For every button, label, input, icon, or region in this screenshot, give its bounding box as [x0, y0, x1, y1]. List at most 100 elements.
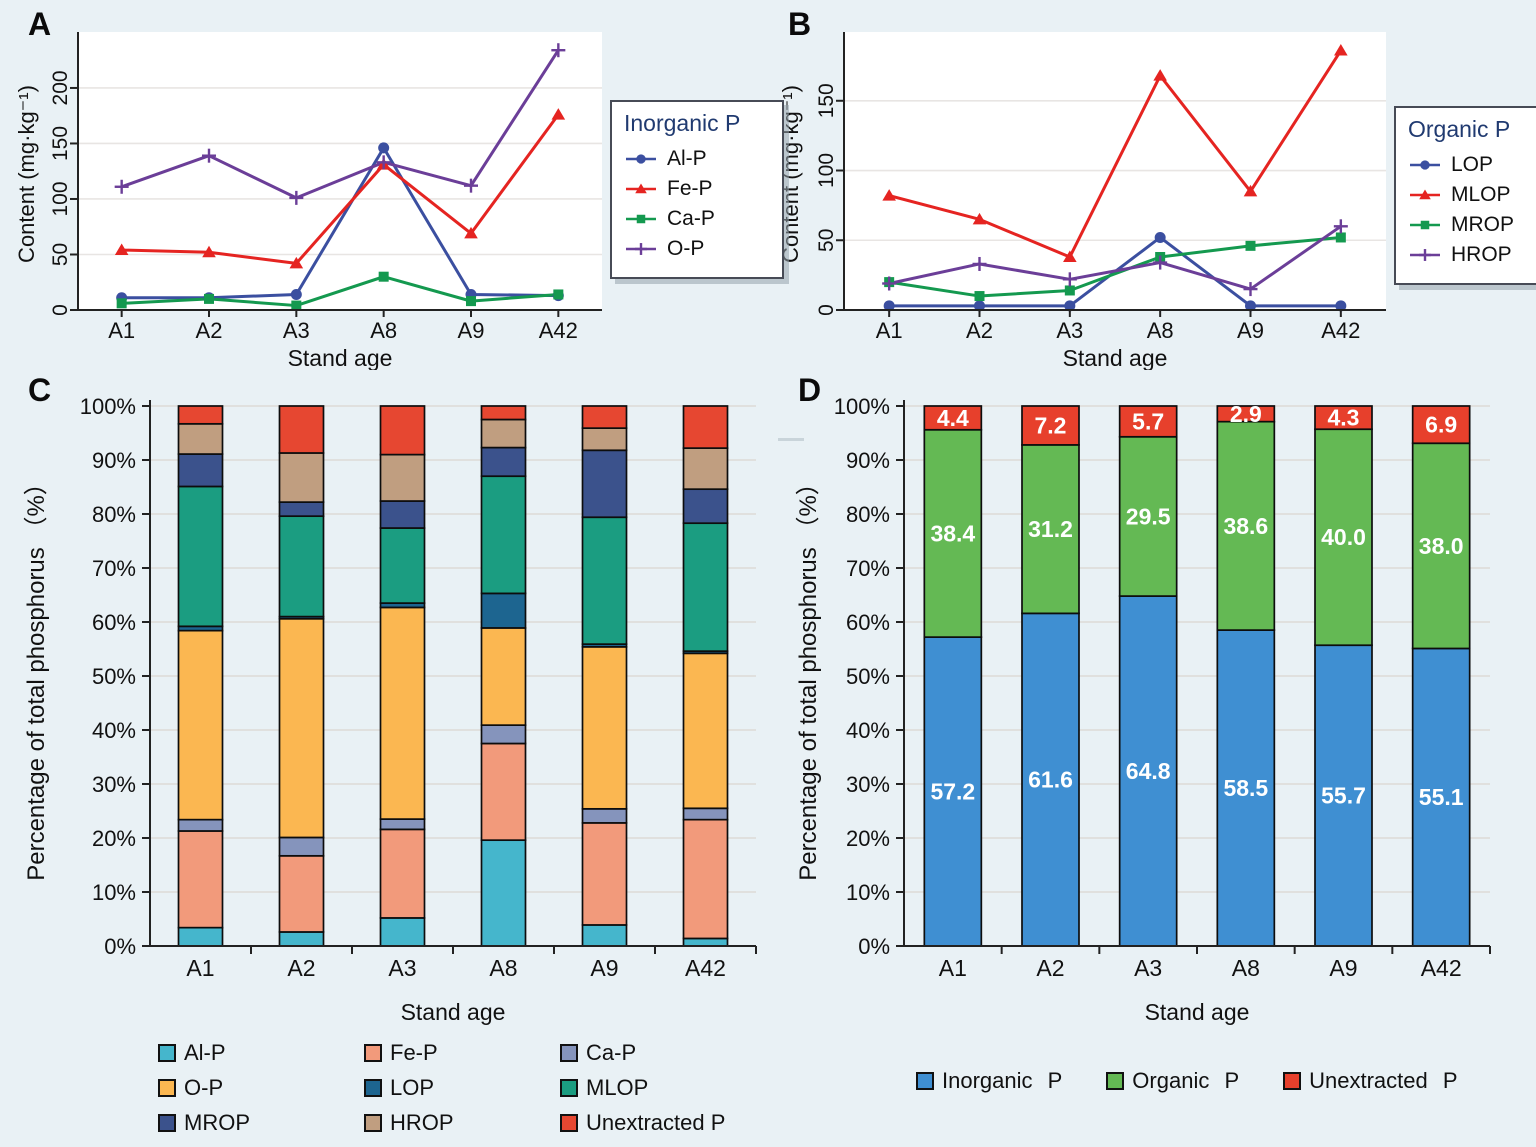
x-tick-label: A3	[1134, 955, 1162, 981]
x-tick-label: A3	[283, 318, 310, 343]
bar-segment	[581, 924, 628, 947]
x-tick-label: A9	[590, 955, 618, 981]
circle-marker-sample	[1410, 160, 1440, 170]
bar-segment	[923, 405, 983, 431]
y-tick-label: 10%	[92, 880, 136, 905]
bar-segment	[379, 828, 426, 919]
legend-item-al-p: Al-P	[624, 147, 772, 171]
square-marker	[553, 289, 564, 300]
bar-segment	[1118, 595, 1178, 947]
panel-b-label: B	[788, 6, 812, 42]
square-marker	[116, 298, 127, 309]
legend-item-label: LOP	[1451, 153, 1494, 176]
bar-segment	[1118, 435, 1178, 597]
square-marker	[1064, 285, 1075, 296]
x-tick-label: A9	[458, 318, 485, 343]
legend-item-label: Unextracted P	[586, 1110, 726, 1135]
triangle-marker	[635, 183, 647, 194]
y-tick-label: 40%	[92, 718, 136, 743]
bar-segment	[1411, 405, 1471, 445]
y-tick-label: 60%	[92, 610, 136, 635]
legend-item-label: O-P	[184, 1075, 224, 1100]
x-axis-title: Stand age	[288, 345, 393, 370]
square-marker	[636, 214, 646, 224]
circle-marker	[1335, 300, 1347, 312]
bar-segment	[379, 818, 426, 831]
bar-segment	[581, 516, 628, 645]
legend-item-label: LOP	[390, 1075, 435, 1100]
y-tick-label: 0	[815, 304, 838, 316]
bar-segment	[682, 447, 729, 491]
color-swatch	[158, 1079, 176, 1097]
x-tick-label: A8	[1147, 318, 1174, 343]
inorganic-p-line-chart: 0 50 100 150 200 Content (mg·kg⁻¹) Stand age A1…	[18, 32, 602, 370]
square-marker	[1420, 220, 1430, 230]
bar-segment	[1118, 405, 1178, 438]
segment-value-label: 55.1	[1419, 784, 1464, 810]
legend-item-label: Organic P	[1132, 1068, 1240, 1093]
y-tick-label: 0%	[104, 934, 136, 959]
bar-segment	[177, 405, 224, 425]
segment-value-label: 55.7	[1321, 783, 1366, 809]
x-axis-title: Stand age	[1063, 345, 1168, 370]
legend-item-mlop: MLOP	[1408, 183, 1536, 207]
bar-segment	[177, 485, 224, 628]
series-line	[121, 146, 559, 300]
legend-item-organic-p: Organic P	[1106, 1068, 1239, 1094]
legend-item-label: Fe-P	[390, 1040, 438, 1065]
bar-segment	[682, 522, 729, 653]
y-tick-label: 20%	[846, 826, 890, 851]
y-tick-label: 30%	[846, 772, 890, 797]
y-tick-label: 50%	[92, 664, 136, 689]
series-line	[121, 275, 559, 308]
y-tick-label: 60%	[846, 610, 890, 635]
x-axis-title: Stand age	[1145, 999, 1250, 1025]
y-axis-title: Percentage of total phosphorus （%）	[23, 471, 50, 881]
y-tick-label: 10%	[846, 880, 890, 905]
legend-item-label: HROP	[1451, 243, 1512, 266]
color-swatch	[916, 1072, 934, 1090]
organic-p-legend: Organic P LOP MLOP MROP HROP	[1394, 106, 1536, 285]
x-axis-title: Stand age	[401, 999, 506, 1025]
bar-segment	[278, 836, 325, 857]
legend-item-label: Fe-P	[667, 177, 713, 200]
bar-segment	[480, 742, 527, 842]
segment-value-label: 31.2	[1028, 516, 1073, 542]
y-tick-label: 0%	[858, 934, 890, 959]
bar-segment	[1216, 405, 1276, 423]
bar-segment	[177, 926, 224, 947]
triangle-marker	[114, 243, 129, 256]
bar-segment	[177, 422, 224, 455]
series-line	[888, 225, 1342, 291]
plus-marker-sample	[1410, 249, 1440, 261]
legend-item-lop: LOP	[364, 1075, 560, 1101]
panel-c-label: C	[28, 372, 52, 408]
y-tick-label: 90%	[846, 448, 890, 473]
segment-value-label: 38.6	[1223, 513, 1268, 539]
bar-segment	[581, 405, 628, 429]
y-tick-label: 200	[49, 70, 72, 105]
panel-a-label: A	[28, 6, 52, 42]
bar-segment	[278, 501, 325, 518]
p-fractions-stacked-bar-chart: 0% 10% 20% 30% 40% 50% 60% 70% 80% 90% 100% Percent…	[23, 394, 757, 1025]
panel-d-label: D	[798, 372, 822, 408]
bar-segment	[278, 854, 325, 933]
segment-value-label: 6.9	[1425, 412, 1457, 438]
x-tick-label: A1	[108, 318, 135, 343]
circle-marker	[974, 300, 985, 312]
triangle-marker	[202, 245, 216, 258]
color-swatch	[364, 1044, 382, 1062]
x-tick-label: A2	[966, 318, 993, 343]
bar-segment	[1021, 405, 1080, 446]
panel-c: C 0% 10% 20% 30% 40% 50% 60% 70% 80% 90% 100% Perce…	[18, 372, 760, 1144]
x-tick-label: A2	[1036, 955, 1064, 981]
plot-area	[78, 32, 602, 310]
legend-item-label: HROP	[390, 1110, 454, 1135]
panel-a: A 0 50 100 150 200 Content (mg·kg⁻¹) Stand age…	[18, 6, 784, 370]
legend-item-label: Ca-P	[667, 207, 715, 230]
triangle-marker	[1153, 69, 1167, 81]
segment-value-label: 58.5	[1223, 775, 1268, 801]
plus-marker-sample	[626, 243, 656, 255]
y-axis-title: Content (mg·kg⁻¹)	[18, 85, 39, 263]
